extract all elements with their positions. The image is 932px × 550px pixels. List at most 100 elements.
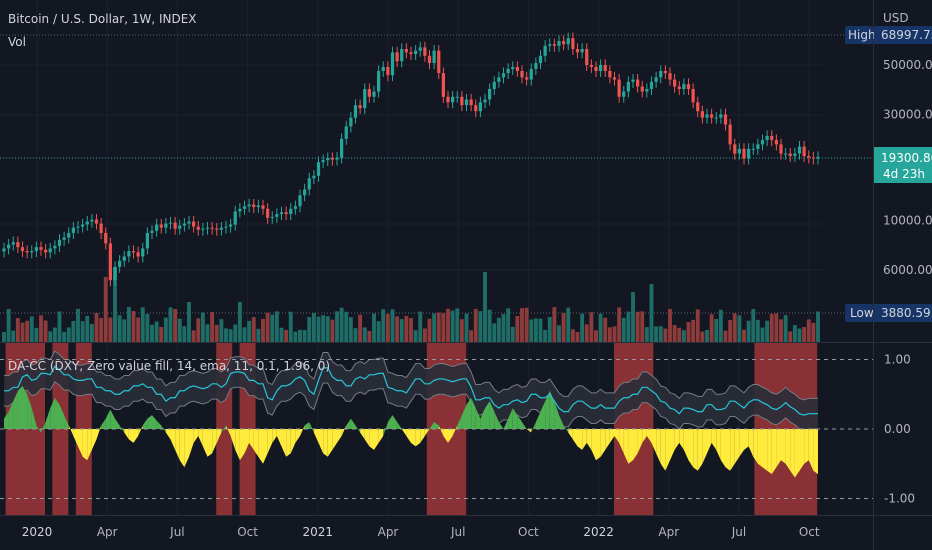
volume-bar (612, 326, 617, 342)
candle-body (298, 195, 302, 207)
oscillator-area (17, 385, 23, 429)
oscillator-area (327, 429, 333, 457)
candle-body (423, 47, 427, 56)
volume-bar (515, 315, 520, 342)
volume-bar (774, 313, 779, 342)
oscillator-area (804, 429, 809, 464)
candle-body (20, 247, 25, 252)
volume-bar (598, 313, 603, 342)
volume-bar (113, 267, 117, 342)
symbol-title[interactable]: Bitcoin / U.S. Dollar, 1W, INDEX (8, 12, 197, 26)
oscillator-area (670, 429, 675, 461)
volume-bar (709, 314, 714, 342)
volume-bars (2, 267, 820, 342)
volume-bar (644, 327, 649, 342)
volume-bar (446, 308, 450, 342)
volume-bar (261, 318, 265, 342)
oscillator-area (577, 429, 583, 450)
volume-bar (510, 326, 515, 342)
candle-body (816, 157, 820, 159)
oscillator-area (31, 408, 37, 429)
volume-bar (464, 313, 469, 342)
oscillator-area (267, 429, 273, 454)
oscillator-area (457, 415, 462, 429)
candle-body (182, 223, 186, 226)
oscillator-area (619, 429, 624, 454)
candle-body (483, 99, 487, 103)
time-tick-label: 2022 (583, 525, 614, 539)
volume-bar (751, 308, 756, 342)
oscillator-area (475, 408, 481, 429)
oscillator-area (309, 422, 314, 433)
price-axis[interactable]: USD 50000.00 30000.00 10000.00 6000.00 High 68… (845, 11, 932, 506)
volume-bar (681, 330, 686, 342)
oscillator-area (730, 429, 735, 471)
volume-bar (422, 328, 427, 342)
volume-bar (376, 321, 381, 342)
oscillator-area (535, 411, 541, 429)
oscillator-area (216, 429, 222, 443)
volume-bar (566, 307, 571, 342)
time-axis[interactable]: 2020 Apr Jul Oct 2021 Apr Jul Oct 2022 Apr Jul Oct (22, 525, 820, 539)
time-tick-label: Jul (731, 525, 746, 539)
volume-bar (228, 329, 233, 342)
oscillator-area (369, 429, 374, 450)
candle-body (469, 99, 473, 106)
oscillator-area (360, 429, 365, 440)
oscillator-area (235, 429, 240, 461)
oscillator-area (258, 429, 263, 464)
candle-body (62, 237, 66, 240)
last-price-badge (874, 147, 932, 183)
oscillator-area (693, 429, 698, 471)
volume-bar (311, 313, 316, 342)
volume-bar (224, 328, 228, 342)
indicator-label[interactable]: DA-CC (DXY, Zero value fill, 14, ema, 11… (8, 359, 331, 373)
candle-body (441, 73, 445, 97)
candle-body (113, 266, 117, 281)
oscillator-area (295, 429, 300, 443)
oscillator-area (605, 429, 610, 450)
volume-bar (728, 320, 733, 342)
volume-bar (492, 323, 497, 342)
oscillator-area (776, 429, 781, 468)
oscillator-area (679, 429, 684, 450)
candle-body (307, 178, 311, 190)
candle-body (108, 243, 112, 281)
volume-bar (173, 308, 178, 342)
volume-bar (131, 311, 136, 342)
oscillator-area (249, 429, 254, 450)
oscillator-tick-label: 0.00 (884, 422, 911, 436)
oscillator-area (54, 397, 60, 429)
candle-body (497, 77, 501, 82)
volume-bar (339, 307, 344, 342)
time-tick-label: 2020 (22, 525, 53, 539)
candle-body (233, 211, 237, 225)
volume-bar (617, 307, 622, 342)
candle-body (30, 251, 34, 253)
oscillator-area (27, 394, 32, 429)
time-tick-label: Jul (450, 525, 465, 539)
volume-bar (154, 321, 159, 342)
candle-body (2, 248, 6, 252)
oscillator-area (716, 429, 721, 461)
oscillator-area (582, 429, 587, 450)
candle-body (90, 219, 94, 222)
oscillator-area (184, 429, 189, 468)
oscillator-area (364, 429, 370, 447)
candle-body (464, 99, 469, 106)
candle-body (668, 73, 672, 80)
oscillator-area (147, 415, 152, 429)
volume-bar (52, 327, 57, 342)
oscillator-area (226, 425, 231, 436)
candle-body (654, 77, 658, 82)
volume-label[interactable]: Vol (8, 35, 26, 49)
candle-body (215, 228, 219, 230)
volume-bar (483, 272, 487, 342)
candle-body (585, 48, 589, 65)
volume-bar (344, 311, 349, 342)
oscillator-area (554, 401, 559, 429)
volume-bar (348, 317, 353, 342)
candle-body (390, 52, 395, 76)
oscillator-area (720, 429, 726, 468)
